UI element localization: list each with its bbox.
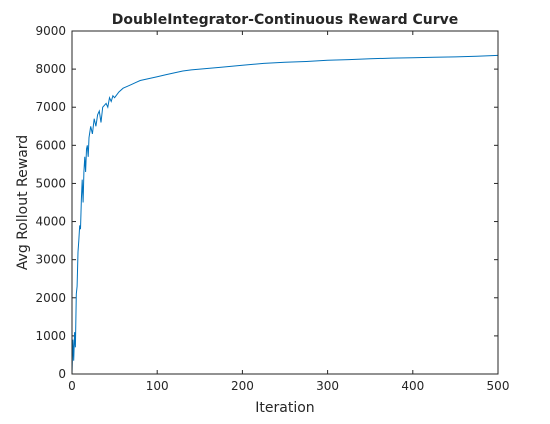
y-tick-label: 4000 [35,215,66,229]
x-axis-label: Iteration [255,400,314,416]
chart-title: DoubleIntegrator-Continuous Reward Curve [112,12,459,28]
y-tick-label: 3000 [35,253,66,267]
y-tick-label: 5000 [35,176,66,190]
y-tick-label: 7000 [35,100,66,114]
x-tick-label: 0 [68,379,76,393]
y-tick-label: 0 [58,367,66,381]
x-tick-label: 300 [316,379,339,393]
x-tick-label: 400 [401,379,424,393]
x-tick-label: 100 [146,379,169,393]
y-tick-label: 8000 [35,62,66,76]
x-tick-label: 200 [231,379,254,393]
x-tick-label: 500 [487,379,510,393]
y-tick-label: 6000 [35,138,66,152]
y-axis-label: Avg Rollout Reward [15,135,31,270]
y-tick-label: 2000 [35,291,66,305]
y-tick-label: 9000 [35,24,66,38]
y-tick-label: 1000 [35,329,66,343]
